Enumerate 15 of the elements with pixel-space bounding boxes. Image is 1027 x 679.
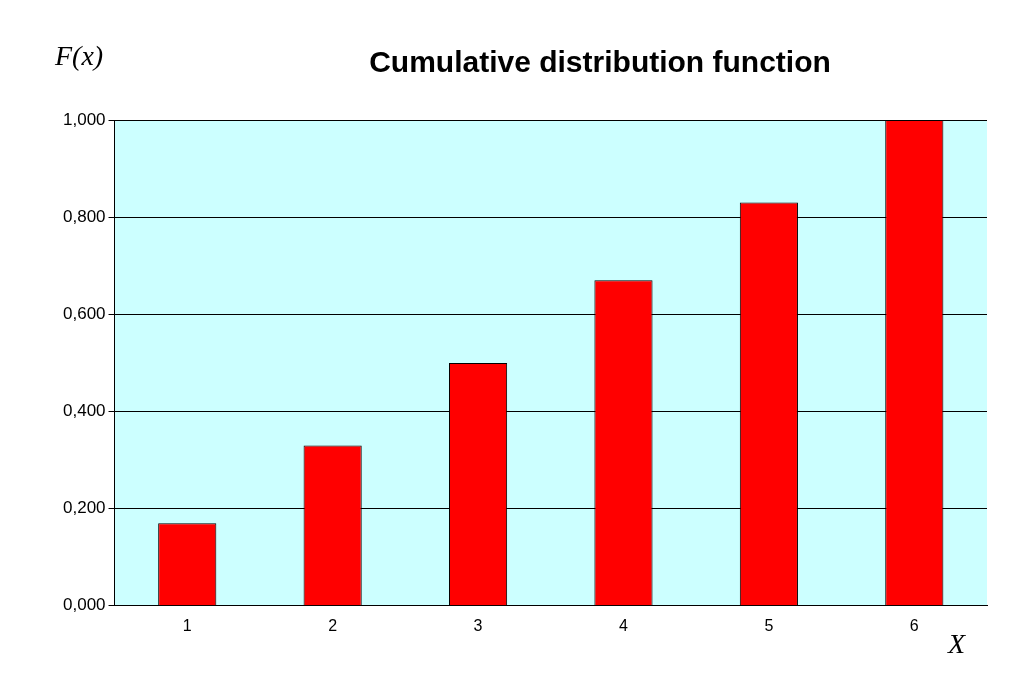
y-tick-label: 0,200 [62, 498, 106, 518]
chart-title: Cumulative distribution function [368, 45, 832, 79]
y-axis-title: F(x) [55, 40, 104, 72]
x-tick-label: 1 [182, 616, 192, 634]
x-tick-label: 6 [909, 616, 919, 634]
x-tick-label: 5 [764, 616, 774, 634]
x-tick-label: 3 [473, 616, 483, 634]
x-tick-label: 2 [328, 616, 338, 634]
x-tick-label: 4 [619, 616, 629, 634]
y-tick-label: 0,800 [62, 206, 106, 226]
y-tick-label: 0,400 [62, 401, 106, 421]
y-tick-label: 1,000 [62, 109, 106, 129]
y-tick-label: 0,600 [62, 304, 106, 324]
x-axis-title: X [948, 628, 966, 660]
y-tick-label: 0,000 [62, 595, 106, 615]
